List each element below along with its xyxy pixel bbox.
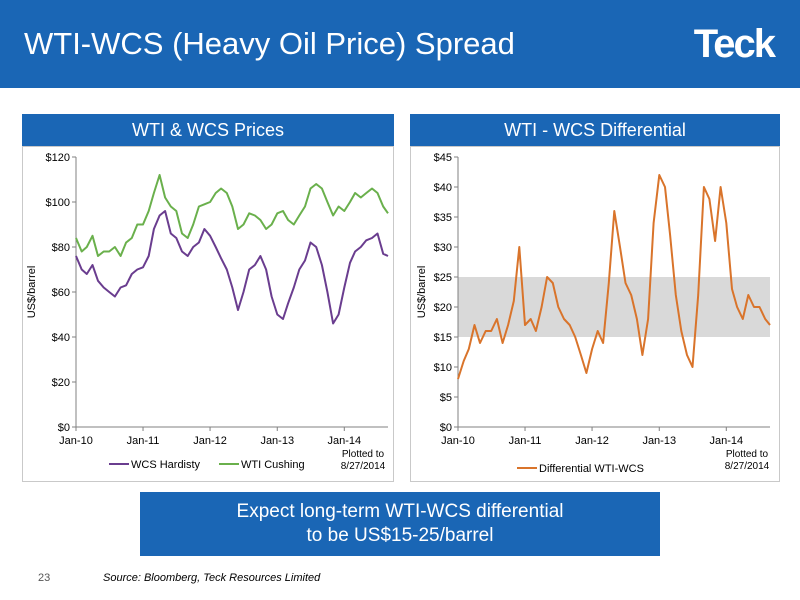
series-line-wcs-hardisty: [75, 210, 389, 325]
y-tick-label: $20: [52, 377, 70, 389]
x-tick-label: Jan-12: [575, 435, 609, 447]
x-tick-label: Jan-11: [509, 435, 542, 447]
y-tick-label: $30: [434, 242, 452, 254]
prices-chart-svg: $0 $20 $40 $60 $80 $100 $120 Jan-10 Jan-11 Jan-12…: [26, 152, 389, 472]
x-tick-label: Jan-14: [709, 435, 743, 447]
series-line-wti-cushing: [75, 174, 389, 257]
callout-line-1: Expect long-term WTI-WCS differential: [236, 501, 564, 522]
y-tick-label: $80: [52, 242, 70, 254]
legend-label: Differential WTI-WCS: [539, 463, 644, 475]
chart-title: WTI - WCS Differential: [410, 114, 780, 146]
x-tick-label: Jan-14: [327, 435, 361, 447]
callout-line-2: to be US$15-25/barrel: [306, 525, 494, 546]
plotted-note-line-1: Plotted to: [726, 449, 769, 460]
slide-header: WTI-WCS (Heavy Oil Price) Spread Teck: [0, 0, 800, 88]
x-tick-label: Jan-12: [193, 435, 227, 447]
y-axis-label: US$/barrel: [416, 266, 428, 319]
legend-label: WTI Cushing: [241, 459, 305, 471]
plotted-note-line-2: 8/27/2014: [725, 461, 770, 472]
slide-title: WTI-WCS (Heavy Oil Price) Spread: [24, 26, 515, 61]
legend-label: WCS Hardisty: [131, 459, 201, 471]
y-tick-label: $120: [46, 152, 70, 164]
plotted-note-line-1: Plotted to: [342, 449, 385, 460]
page-number: 23: [38, 572, 51, 584]
wti-wcs-differential-chart: WTI - WCS Differential $0 $5 $10 $15 $20 $25 $…: [410, 114, 780, 482]
y-tick-label: $100: [46, 197, 70, 209]
x-tick-label: Jan-11: [127, 435, 160, 447]
y-tick-label: $15: [434, 332, 452, 344]
source-note: Source: Bloomberg, Teck Resources Limite…: [103, 572, 321, 584]
chart-plot-panel: $0 $20 $40 $60 $80 $100 $120 Jan-10 Jan-11 Jan-12…: [22, 146, 394, 482]
y-tick-label: $35: [434, 212, 452, 224]
wti-wcs-prices-chart: WTI & WCS Prices $0 $20 $40 $60 $80 $100 $120 J…: [22, 114, 394, 482]
y-axis-label: US$/barrel: [26, 266, 38, 319]
y-tick-label: $5: [440, 392, 452, 404]
series-line-differential-wti-wcs: [457, 174, 771, 380]
x-tick-label: Jan-13: [260, 435, 294, 447]
y-tick-label: $40: [52, 332, 70, 344]
chart-title: WTI & WCS Prices: [22, 114, 394, 146]
x-tick-label: Jan-10: [59, 435, 93, 447]
y-tick-label: $0: [440, 422, 452, 434]
target-range-band: [458, 277, 770, 337]
x-tick-label: Jan-13: [642, 435, 676, 447]
y-tick-label: $10: [434, 362, 452, 374]
callout-box: Expect long-term WTI-WCS differential to…: [140, 492, 660, 556]
x-tick-label: Jan-10: [441, 435, 475, 447]
y-tick-label: $25: [434, 272, 452, 284]
y-tick-label: $45: [434, 152, 452, 164]
y-tick-label: $60: [52, 287, 70, 299]
y-tick-label: $0: [58, 422, 70, 434]
differential-chart-svg: $0 $5 $10 $15 $20 $25 $30 $35 $40 $45 Jan-10 Jan-11…: [416, 152, 771, 475]
plotted-note-line-2: 8/27/2014: [341, 461, 386, 472]
y-tick-label: $40: [434, 182, 452, 194]
y-tick-label: $20: [434, 302, 452, 314]
teck-logo: Teck: [693, 22, 776, 66]
chart-plot-panel: $0 $5 $10 $15 $20 $25 $30 $35 $40 $45 Jan-10 Jan-11…: [410, 146, 780, 482]
